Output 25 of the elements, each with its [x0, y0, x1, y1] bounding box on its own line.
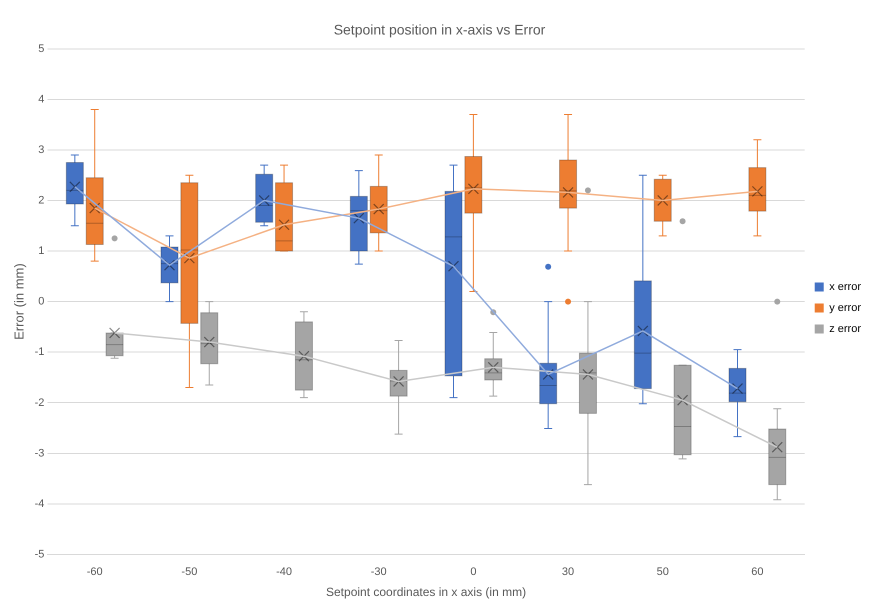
- x-tick-label: -60: [86, 566, 103, 578]
- y-tick-label: 5: [38, 42, 44, 55]
- y-axis-title: Error (in mm): [11, 263, 26, 340]
- y-tick-label: -2: [34, 396, 44, 409]
- legend-label: z error: [829, 323, 862, 336]
- y-tick-label: 4: [38, 93, 44, 106]
- x-tick-label: 0: [470, 566, 476, 578]
- y-tick-label: -3: [34, 447, 44, 460]
- x-axis-title: Setpoint coordinates in x axis (in mm): [326, 585, 526, 600]
- y-tick-label: 1: [38, 245, 44, 258]
- legend-label: x error: [829, 281, 862, 294]
- y-tick-label: 0: [38, 296, 44, 308]
- y-tick-label: 3: [38, 144, 44, 156]
- x-tick-label: -40: [276, 566, 292, 578]
- y-tick-label: -1: [34, 346, 44, 358]
- x-tick-label: -30: [370, 566, 387, 578]
- y-tick-label: -5: [34, 548, 44, 560]
- legend-label: y error: [829, 302, 862, 314]
- x-tick-label: 60: [751, 566, 764, 578]
- y-tick-label: 2: [38, 194, 44, 207]
- y-tick-label: -4: [34, 498, 44, 510]
- x-tick-label: 30: [562, 566, 574, 578]
- chart-title: Setpoint position in x-axis vs Error: [334, 21, 546, 38]
- x-tick-label: 50: [656, 566, 669, 578]
- x-tick-label: -50: [181, 566, 198, 578]
